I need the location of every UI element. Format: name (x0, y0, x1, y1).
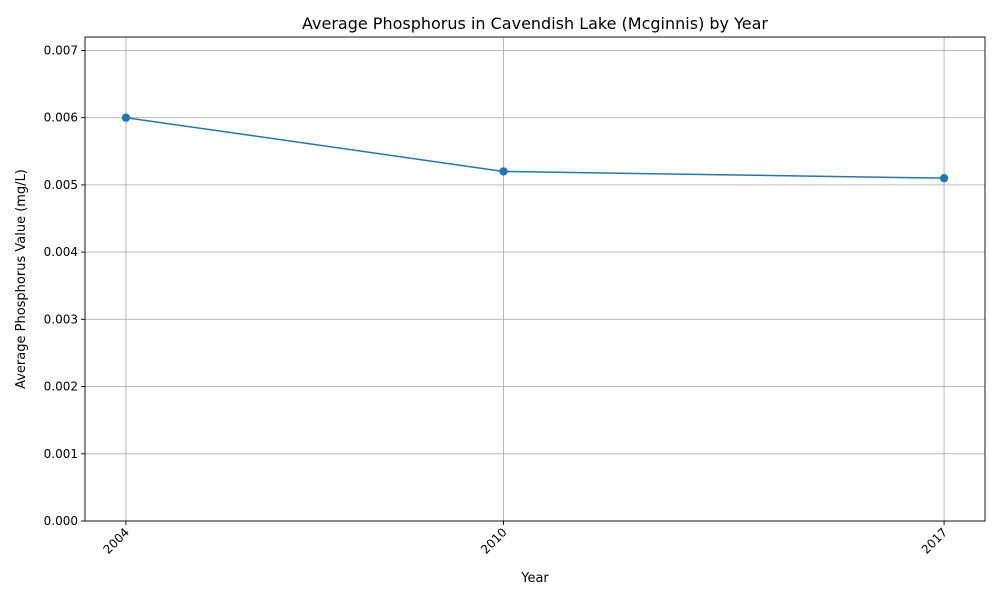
x-axis-label: Year (520, 571, 549, 586)
y-tick-label: 0.005 (44, 178, 78, 192)
grid-layer (85, 37, 985, 522)
series-layer (121, 113, 949, 183)
y-tick-label: 0.001 (44, 447, 78, 461)
y-tick-label: 0.004 (44, 245, 78, 259)
plot-frame (84, 36, 986, 522)
y-tick-label: 0.007 (44, 43, 78, 57)
y-tick-label: 0.002 (44, 380, 78, 394)
data-point (939, 173, 949, 183)
series-line (125, 116, 945, 179)
x-axis: 2004 2010 2017 (101, 521, 950, 557)
data-point (121, 113, 131, 122)
y-tick-label: 0.000 (44, 514, 78, 528)
chart-title: Average Phosphorus in Cavendish Lake (Mc… (302, 14, 768, 33)
y-tick-label: 0.003 (44, 312, 78, 326)
y-axis: 0.000 0.001 0.002 0.003 0.004 0.005 0.006 0.007 (44, 43, 85, 528)
x-tick-label: 2010 (478, 525, 509, 556)
y-axis-label: Average Phosphorus Value (mg/L) (14, 169, 29, 389)
y-tick-label: 0.006 (44, 111, 78, 125)
x-tick-label: 2004 (101, 525, 132, 556)
data-point (499, 167, 508, 176)
x-tick-label: 2017 (919, 525, 950, 556)
